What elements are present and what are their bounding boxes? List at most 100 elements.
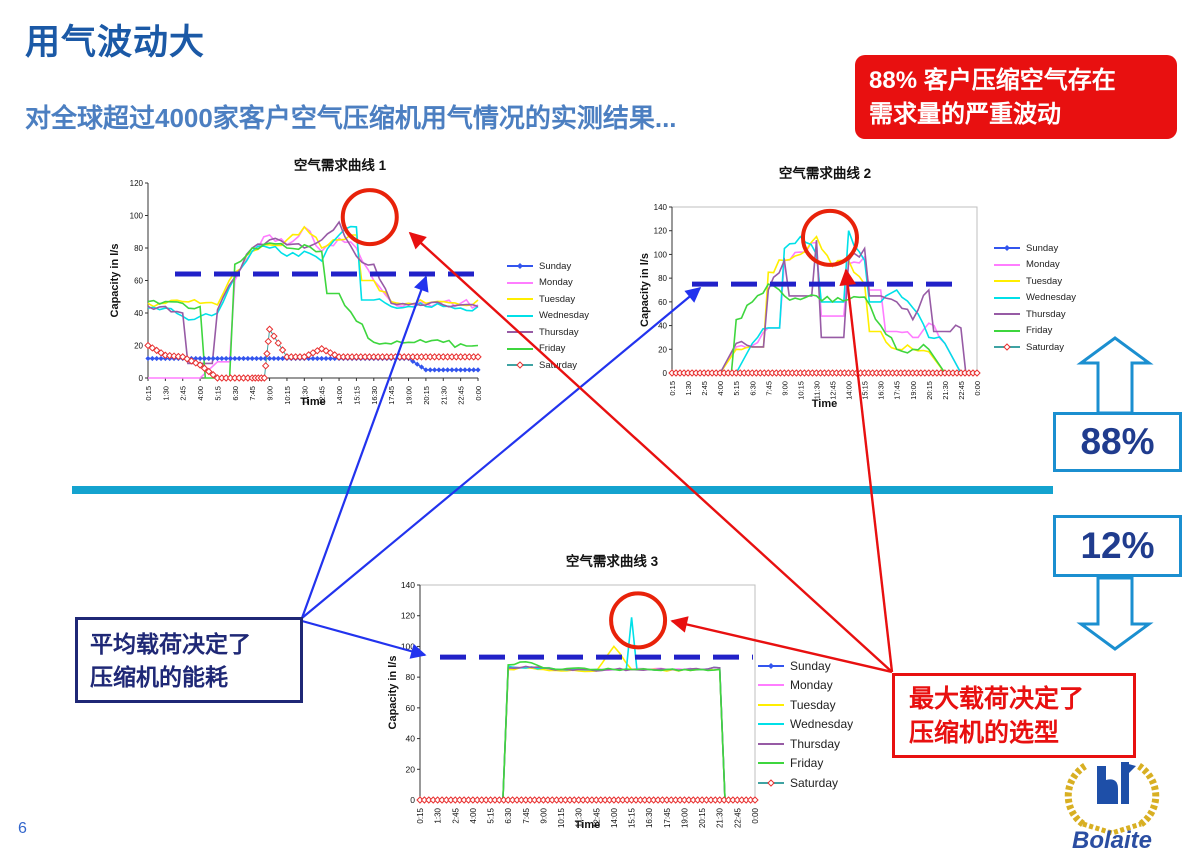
legend-label: Friday [790,756,824,771]
x-tick-label: 12:45 [592,807,601,828]
x-tick-label: 19:00 [405,386,414,405]
x-tick-label: 19:00 [680,807,689,828]
legend-marker-icon [507,361,533,369]
x-tick-label: 16:30 [370,386,379,405]
x-tick-label: 11:30 [575,807,584,827]
y-tick-label: 20 [658,345,667,354]
series-markers-saturday [668,369,981,377]
max-note-line-2: 压缩机的选型 [909,718,1060,747]
legend-label: Sunday [790,658,831,673]
y-tick-label: 80 [134,244,143,253]
legend-marker-icon [994,263,1020,266]
legend-marker-icon [758,742,784,745]
x-tick-label: 0:15 [416,807,425,823]
avg-note-line-2: 压缩机的能耗 [90,664,228,691]
legend-marker-icon [758,779,784,787]
down-arrow-icon [1076,576,1154,651]
stat-12-label: 12% [1080,525,1155,566]
legend-label: Tuesday [1026,275,1063,287]
chart-air-demand-curve-3: 0 20 40 60 80 100 120 140 0:15 1:30 2:45 4:00 5:15 6:… [380,552,865,854]
x-tick-label: 4:00 [469,807,478,823]
y-tick-label: 80 [406,672,416,682]
page-subtitle: 对全球超过4000家客户空气压缩机用气情况的实测结果... [25,103,677,133]
x-tick-label: 20:15 [925,381,934,400]
legend-marker-icon [507,331,533,334]
legend-item-thursday: Thursday [992,306,1076,323]
y-tick-label: 100 [130,212,144,221]
logo-wreath-icon [1064,763,1160,836]
x-tick-label: 2:45 [179,386,188,401]
legend-item-thursday: Thursday [505,324,589,341]
y-tick-label: 80 [658,274,667,283]
legend-marker-icon [507,298,533,301]
legend-item-friday: Friday [992,323,1076,340]
x-axis-label: Time [812,398,837,410]
x-tick-label: 9:00 [780,381,789,396]
legend-label: Wednesday [539,310,589,322]
x-tick-label: 4:00 [196,386,205,401]
x-tick-label: 1:30 [684,381,693,396]
average-load-note-box: 平均载荷决定了 压缩机的能耗 [75,617,303,703]
callout-line-1: 88% 客户压缩空气存在 [869,67,1116,94]
y-axis-label: Capacity in l/s [109,244,121,318]
x-tick-label: 15:15 [628,807,637,828]
y-tick-label: 0 [663,369,668,378]
x-tick-label: 7:45 [764,381,773,396]
max-note-line-1: 最大载荷决定了 [909,685,1085,713]
y-tick-label: 0 [410,795,415,805]
chart-title: 空气需求曲线 3 [566,553,659,569]
legend-label: Tuesday [539,293,576,305]
x-tick-label: 5:15 [487,807,496,823]
x-axis-label: Time [575,819,600,831]
max-load-note-box: 最大载荷决定了 压缩机的选型 [892,673,1136,758]
legend-label: Monday [539,277,573,289]
y-tick-label: 0 [139,374,144,383]
x-tick-label: 14:00 [335,386,344,405]
x-tick-label: 5:15 [213,386,222,401]
legend-marker-icon [758,723,784,726]
legend-marker-icon [758,684,784,687]
legend-item-wednesday: Wednesday [992,290,1076,307]
chart-title: 空气需求曲线 1 [294,158,387,173]
legend-item-sunday: Sunday [992,240,1076,257]
x-tick-label: 0:00 [751,807,760,823]
y-tick-label: 40 [134,309,143,318]
y-tick-label: 40 [658,322,667,331]
legend-label: Thursday [1026,308,1066,320]
stat-box-12-percent: 12% [1053,515,1182,577]
legend-item-saturday: Saturday [505,357,589,374]
legend-item-saturday: Saturday [992,339,1076,356]
x-tick-label: 17:45 [387,386,396,405]
series-markers-saturday [144,325,482,382]
legend-item-tuesday: Tuesday [756,695,853,715]
legend-label: Friday [1026,325,1053,337]
x-tick-label: 20:15 [698,807,707,828]
x-tick-label: 17:45 [893,381,902,400]
x-tick-label: 11:30 [812,381,821,399]
y-tick-label: 60 [658,298,667,307]
stat-box-88-percent: 88% [1053,412,1182,472]
x-tick-label: 15:15 [861,381,870,400]
series-markers-saturday [416,796,759,804]
x-tick-label: 14:00 [845,381,854,400]
legend-label: Monday [790,678,833,693]
legend-item-monday: Monday [756,676,853,696]
chart-air-demand-curve-2: 0 20 40 60 80 100 120 140 0:15 1:30 2:45 4:00 5:15 6:… [639,160,1102,428]
page-number: 6 [18,820,27,837]
series-line-friday [420,660,755,801]
legend-item-wednesday: Wednesday [756,715,853,735]
x-tick-label: 21:30 [439,386,448,405]
x-tick-label: 21:30 [941,381,950,400]
legend-label: Tuesday [790,697,836,712]
x-tick-label: 14:00 [610,807,619,828]
peak-highlight-circle [609,591,668,650]
logo-emblem-icon [1097,762,1136,804]
x-tick-label: 9:00 [266,386,275,401]
legend-marker-icon [994,280,1020,283]
legend-item-friday: Friday [756,754,853,774]
legend-item-saturday: Saturday [756,773,853,793]
stat-88-label: 88% [1080,421,1155,462]
legend-marker-icon [507,281,533,284]
peak-highlight-circle [340,188,399,247]
legend-label: Thursday [790,736,841,751]
